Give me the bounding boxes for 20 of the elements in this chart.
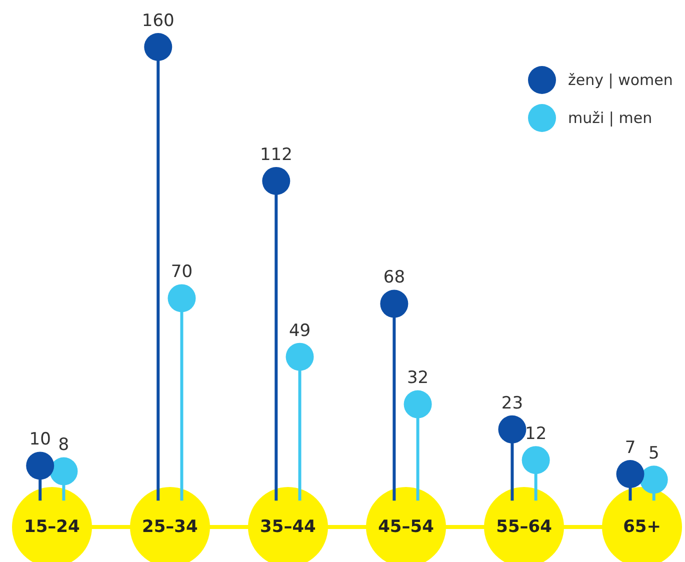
data-label: 68 [383,268,406,288]
x-tick-label: 55–64 [496,517,552,538]
data-label: 7 [624,438,636,458]
x-tick-label: 65+ [623,517,661,538]
legend-label: ženy | women [568,71,673,89]
data-label: 5 [648,444,660,464]
data-label: 12 [525,424,547,444]
data-label: 160 [142,10,174,31]
data-label: 112 [260,144,292,165]
x-tick-label: 25–34 [142,517,198,538]
x-tick-label: 15–24 [24,517,80,538]
x-tick-label: 35–44 [260,517,316,538]
legend-label: muži | men [568,109,652,127]
data-label: 49 [288,320,311,341]
data-label: 70 [170,262,193,282]
data-label: 8 [58,435,70,456]
data-label: 10 [29,430,51,450]
data-label: 23 [501,393,524,414]
data-label: 32 [406,368,429,388]
x-tick-label: 45–54 [378,517,434,538]
